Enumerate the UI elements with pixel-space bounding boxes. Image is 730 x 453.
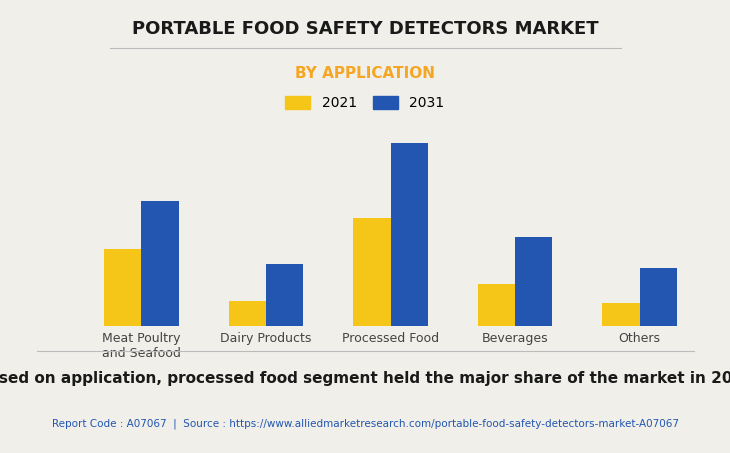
Bar <box>477 284 515 326</box>
Bar <box>639 268 677 326</box>
Bar <box>391 143 428 326</box>
Bar <box>515 236 553 326</box>
Text: BY APPLICATION: BY APPLICATION <box>295 66 435 81</box>
Bar <box>228 301 266 326</box>
Bar <box>353 218 391 326</box>
Bar <box>104 249 142 326</box>
Text: PORTABLE FOOD SAFETY DETECTORS MARKET: PORTABLE FOOD SAFETY DETECTORS MARKET <box>131 20 599 39</box>
Text: Report Code : A07067  |  Source : https://www.alliedmarketresearch.com/portable-: Report Code : A07067 | Source : https://… <box>52 418 678 429</box>
Text: Based on application, processed food segment held the major share of the market : Based on application, processed food seg… <box>0 371 730 386</box>
Bar <box>266 264 304 326</box>
Bar <box>142 201 179 326</box>
Bar <box>602 303 639 326</box>
Legend: 2021, 2031: 2021, 2031 <box>280 91 450 116</box>
